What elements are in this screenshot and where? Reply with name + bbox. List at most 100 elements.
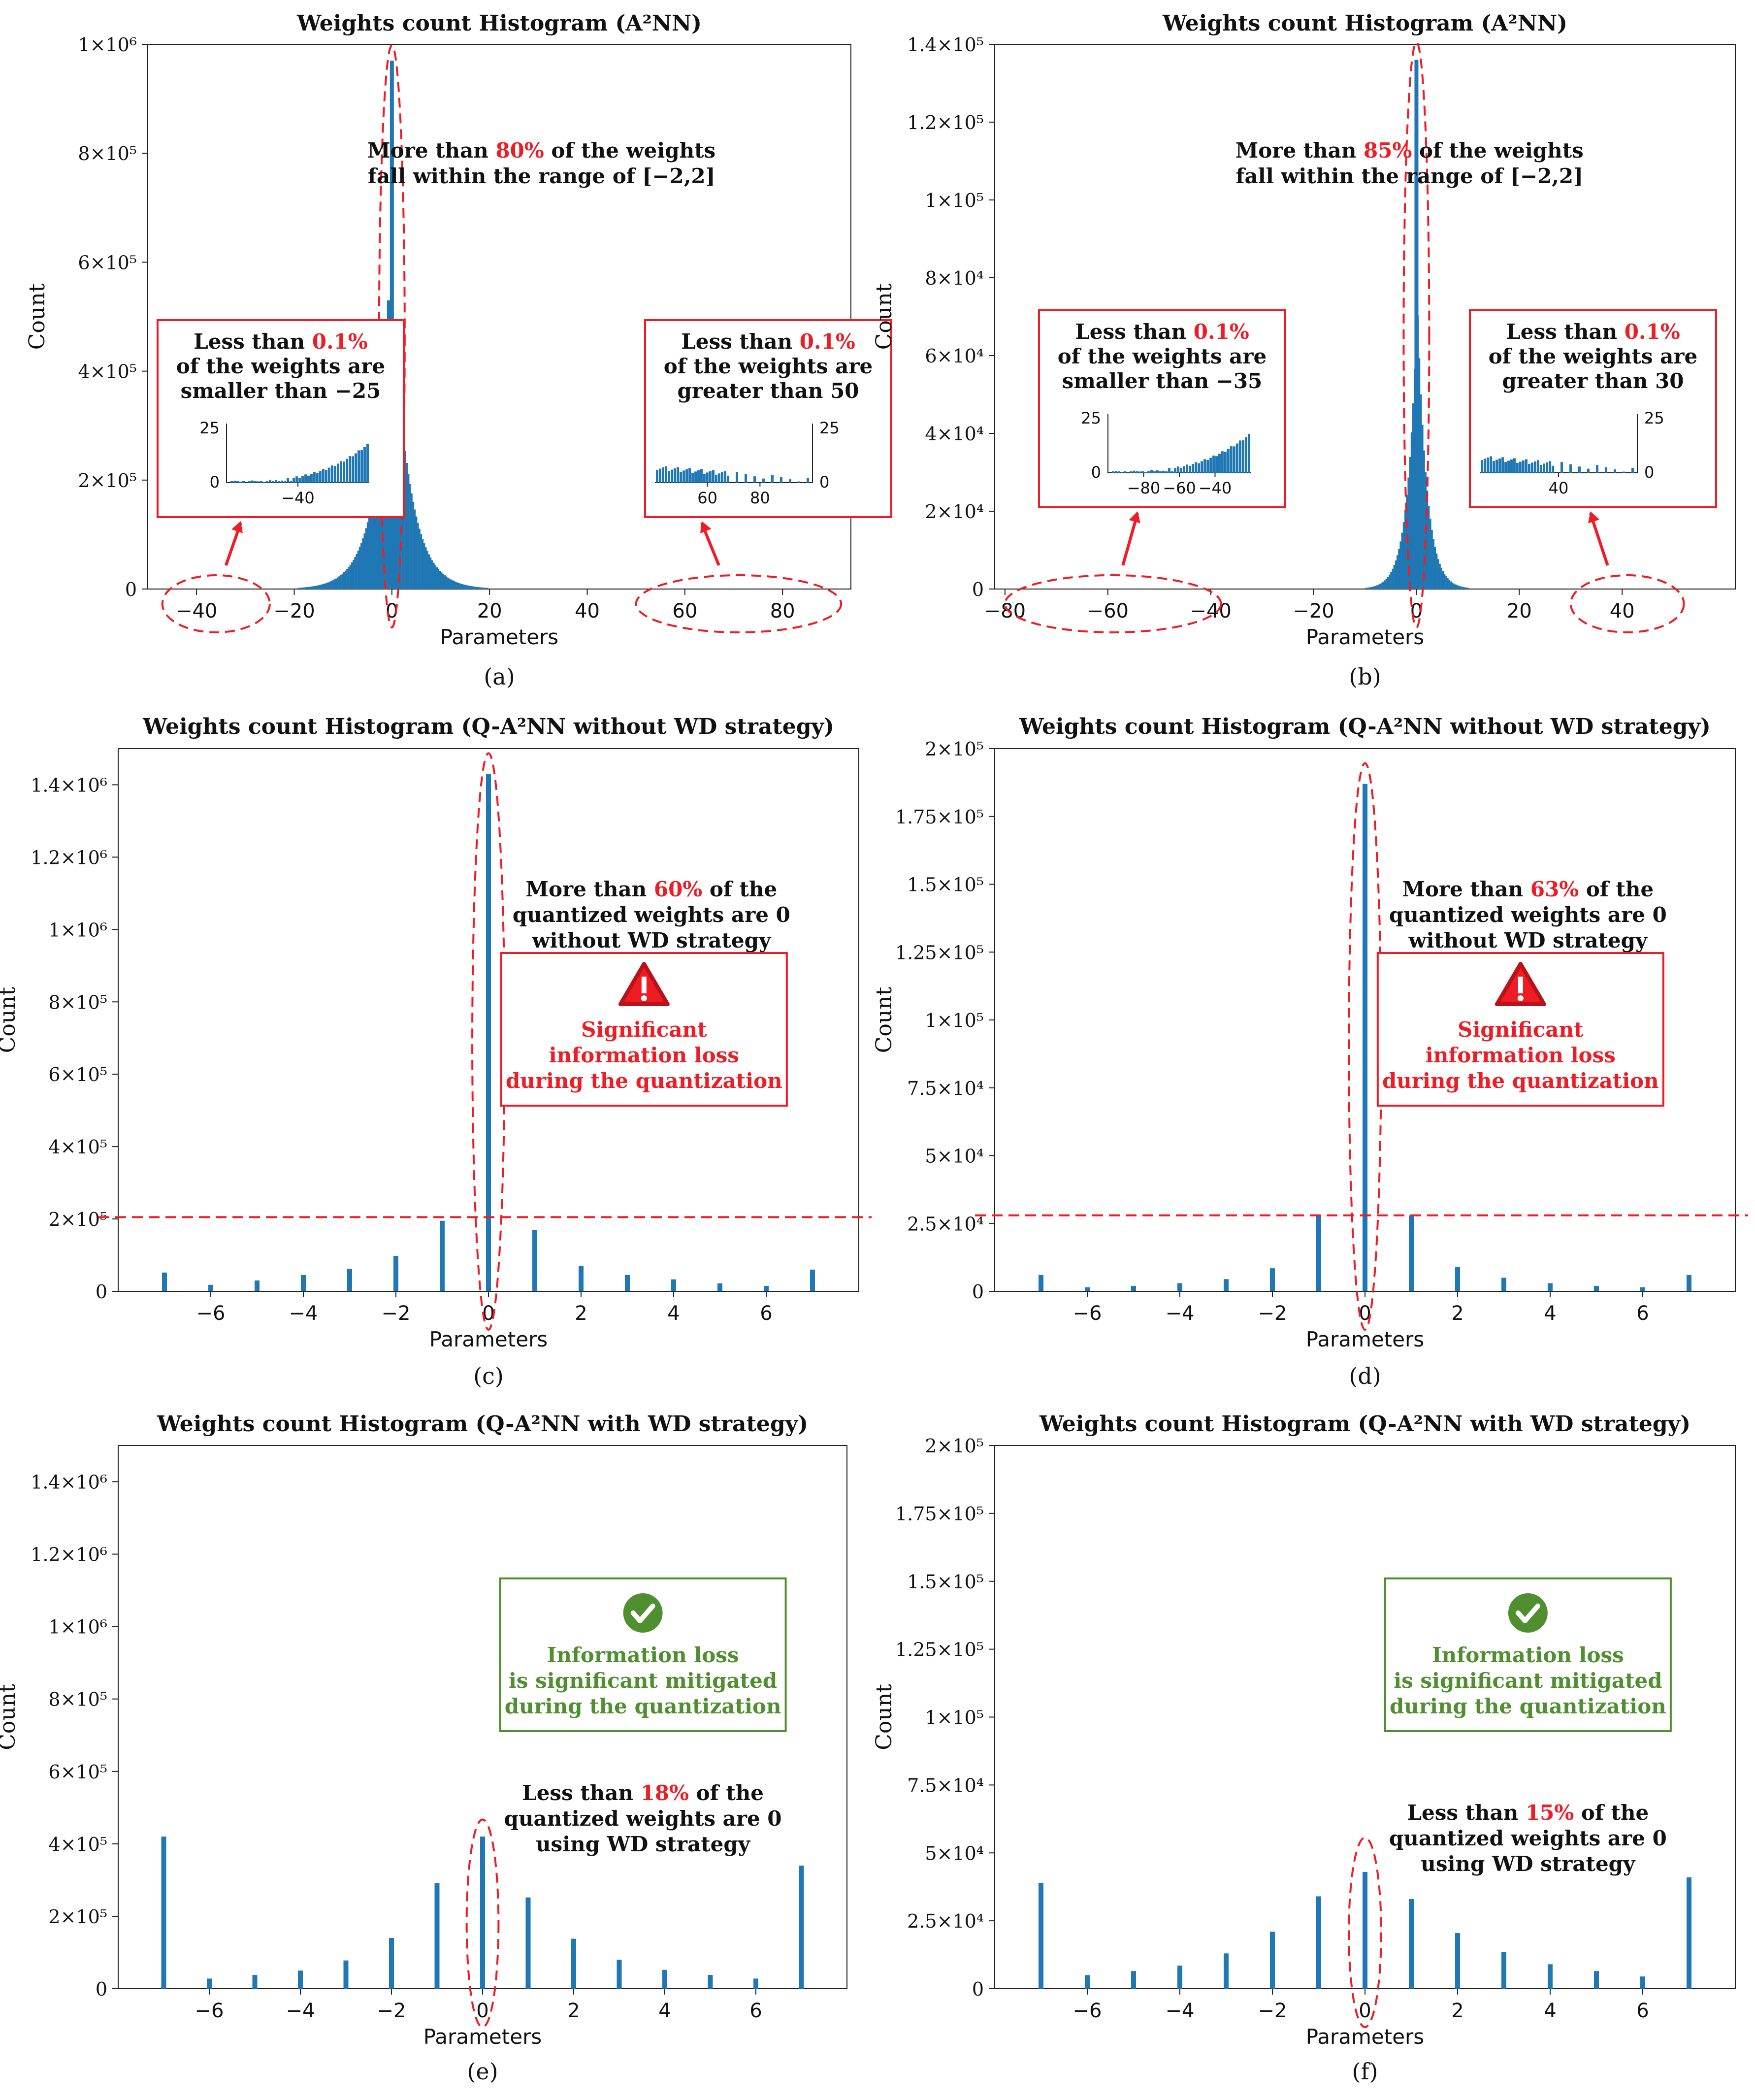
bar (338, 576, 340, 589)
bar (471, 586, 473, 589)
x-tick-label: 20 (477, 600, 502, 623)
panel-letter: (d) (1349, 1363, 1381, 1389)
inset-bar (298, 478, 301, 483)
inset-y-tick: 25 (819, 419, 840, 437)
bar (379, 449, 381, 589)
inset-bar (1165, 471, 1168, 473)
y-axis-label: Count (872, 283, 897, 350)
bar (1442, 571, 1444, 589)
x-tick-label: −2 (382, 1302, 411, 1325)
bar (1428, 506, 1430, 589)
note-line-2: quantized weights are 0 (504, 1806, 782, 1831)
bar (300, 588, 302, 589)
arrow-head (700, 521, 712, 533)
status-line-2: is significant mitigated (1394, 1669, 1662, 1693)
bar (252, 1975, 258, 1989)
inset-bar (1183, 466, 1185, 473)
inset-y-tick: 0 (819, 473, 829, 492)
bar (1548, 1964, 1553, 1989)
y-tick-label: 1.75×10⁵ (895, 1503, 984, 1525)
bar (1397, 555, 1398, 589)
bar (1409, 1215, 1414, 1291)
y-tick-label: 0 (972, 1978, 984, 2000)
bar (332, 580, 334, 589)
bar (208, 1284, 213, 1291)
inset-bar (700, 469, 703, 483)
bar (1460, 586, 1462, 589)
inset-bar (1130, 471, 1132, 473)
bar (475, 587, 477, 589)
inset-bar (807, 478, 809, 483)
inset-bar (346, 459, 348, 483)
inset-bar (721, 472, 723, 483)
inset-bar (671, 469, 673, 483)
bar (1374, 586, 1376, 589)
note-line-1: Less than 18% of the (522, 1781, 764, 1805)
x-tick-label: 6 (760, 1302, 772, 1325)
inset-bar (736, 472, 738, 483)
left-outlier-box: Less than 0.1%of the weights aresmaller … (157, 319, 405, 518)
inset-bar (1144, 472, 1147, 473)
x-tick-label: 6 (1636, 1302, 1649, 1325)
x-tick-label: −6 (1073, 1302, 1102, 1325)
bar (456, 582, 458, 589)
note-line-3: using WD strategy (1421, 1852, 1636, 1876)
outlier-line-2: of the weights are (176, 354, 385, 378)
inset-bar (1596, 465, 1598, 473)
outlier-line-1: Less than 0.1% (1075, 320, 1249, 344)
bar (1436, 553, 1438, 589)
bar (1456, 585, 1458, 589)
outlier-line-1: Less than 0.1% (1506, 320, 1680, 344)
bar (477, 587, 479, 589)
bar (340, 575, 342, 589)
inset-bar (239, 481, 242, 483)
inset-bar (1537, 460, 1539, 473)
inset-bar (1150, 470, 1153, 473)
inset-bar (1115, 470, 1117, 473)
inset-bar (1177, 466, 1179, 473)
bar (1594, 1971, 1599, 1989)
inset-bar (789, 479, 791, 483)
inset-bar (1195, 462, 1197, 473)
bar (162, 1272, 167, 1291)
bar (1392, 568, 1394, 589)
inset-bar (248, 481, 251, 483)
bar (1363, 1871, 1367, 1989)
x-tick-label: −6 (195, 2000, 224, 2022)
y-tick-label: 1×10⁶ (48, 1616, 107, 1638)
bar (459, 583, 461, 589)
inset-bar (242, 481, 245, 483)
inset-bar (1484, 459, 1486, 473)
y-tick-label: 2.5×10⁴ (907, 1910, 984, 1932)
inset-bar (1552, 465, 1554, 473)
x-axis-label: Parameters (429, 1327, 548, 1351)
bar (429, 557, 432, 589)
inset-bar (328, 467, 330, 483)
inset-bar (281, 480, 283, 483)
inset-bar (677, 467, 679, 483)
inset-bar (727, 475, 729, 483)
bar (1363, 784, 1367, 1291)
outlier-line-1: Less than 0.1% (194, 329, 367, 354)
inset-bar (1525, 459, 1528, 473)
bar (449, 578, 451, 589)
bar (323, 584, 325, 589)
bar (1177, 1283, 1182, 1291)
inset-bar (254, 481, 257, 483)
x-tick-label: 0 (476, 2000, 488, 2022)
bar (1385, 579, 1387, 589)
y-tick-label: 1.4×10⁶ (31, 774, 107, 796)
bar (428, 554, 430, 589)
bar (1316, 1896, 1321, 1989)
bar (1365, 588, 1367, 589)
bar (1461, 587, 1463, 589)
bar (358, 547, 361, 589)
inset-bar (1162, 470, 1165, 473)
bar (389, 1938, 394, 1989)
check-icon-mark (1515, 1604, 1540, 1623)
inset-bar (331, 465, 333, 483)
y-tick-label: 1.5×10⁵ (907, 1571, 984, 1593)
bar (625, 1275, 630, 1291)
inset-bar (340, 461, 342, 483)
chart-title: Weights count Histogram (A²NN) (1162, 11, 1567, 36)
